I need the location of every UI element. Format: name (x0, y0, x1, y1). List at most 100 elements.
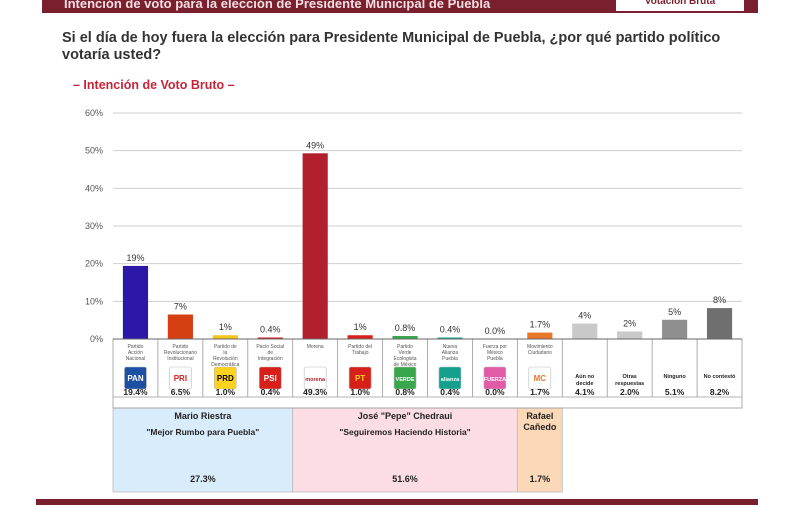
bar-label: 49% (306, 140, 324, 150)
coalition-candidate: Cañedo (523, 422, 557, 432)
category-label: Revolución (213, 356, 238, 362)
category-label: Revolucionario (164, 350, 197, 356)
bar (617, 331, 643, 339)
category-label: Trabajo (352, 350, 369, 356)
party-logo-icon (169, 366, 192, 390)
party-logo-icon (258, 366, 282, 390)
survey-question: Si el día de hoy fuera la elección para … (62, 30, 721, 63)
category-label: México (487, 350, 503, 356)
coalition-candidate: Mario Riestra (174, 411, 232, 421)
table-value: 1.0% (216, 387, 236, 397)
bar-label: 1% (354, 322, 367, 332)
category-label: decide (576, 381, 593, 387)
bar-label: 7% (174, 302, 187, 312)
party-logo-icon (348, 366, 372, 390)
chart-subtitle: – Intención de Voto Bruto – (73, 78, 235, 92)
bar (392, 335, 418, 339)
y-tick-label: 20% (85, 259, 103, 269)
table-value: 0.8% (395, 387, 415, 397)
category-label: Verde (398, 350, 411, 356)
bar-label: 1% (219, 322, 232, 332)
y-tick-label: 60% (85, 108, 103, 118)
category-label: Integración (258, 356, 283, 362)
bar (122, 265, 149, 339)
party-logo-text: alianza (441, 377, 460, 383)
bar (257, 337, 283, 339)
bar (212, 335, 238, 339)
bar (662, 319, 688, 339)
category-label: respuestas (615, 381, 644, 387)
party-logo-icon (393, 366, 417, 390)
coalition-total: 51.6% (392, 474, 418, 484)
bar-label: 0.8% (395, 323, 416, 333)
bar-label: 0.4% (440, 324, 461, 334)
bar-label: 5% (668, 307, 681, 317)
bar (706, 308, 733, 339)
table-value: 2.0% (620, 387, 640, 397)
category-label: Partido (172, 344, 188, 350)
header-title: Intención de voto para la elección de Pr… (64, 0, 491, 11)
category-label: Fuerza por (483, 344, 508, 350)
bar-label: 4% (578, 311, 591, 321)
bar (167, 314, 193, 339)
coalition-slogan: "Seguiremos Haciendo Historia" (339, 427, 470, 437)
category-label: Partido de (214, 344, 237, 350)
table-value: 19.4% (123, 387, 148, 397)
table-value: 0.4% (440, 387, 460, 397)
category-label: Pacto Social (256, 344, 284, 350)
bar-label: 1.7% (530, 320, 551, 330)
category-label: Alianza (442, 350, 459, 356)
party-logo-icon (528, 366, 552, 390)
coalition-total: 1.7% (530, 474, 551, 484)
party-logo-icon (214, 366, 237, 390)
bar-label: 19% (126, 253, 144, 263)
bar-label: 8% (713, 295, 726, 305)
header-badge: Votación Bruta (616, 0, 744, 11)
category-label: de México (394, 362, 417, 368)
table-value: 0.0% (485, 387, 505, 397)
coalition-candidate: José "Pepe" Chedraui (358, 411, 453, 421)
category-label: Morena (307, 344, 324, 350)
coalition-candidate: Rafael (526, 411, 553, 421)
bar-label: 0.0% (485, 326, 506, 336)
coalition-box (516, 407, 563, 493)
party-logo-text: PT (355, 374, 365, 383)
bar (302, 153, 328, 339)
table-value: 0.4% (261, 387, 281, 397)
category-label: Nueva (443, 344, 458, 350)
y-tick-label: 0% (90, 334, 103, 344)
category-label: No contestó (704, 374, 736, 380)
coalition-total: 27.3% (190, 474, 216, 484)
party-logo-text: MC (534, 374, 547, 383)
category-label: Partido (128, 344, 144, 350)
category-label: Movimiento (527, 344, 553, 350)
category-label: Partido (397, 344, 413, 350)
bar (347, 335, 373, 339)
y-tick-label: 10% (85, 296, 103, 306)
category-label: Nacional (126, 356, 145, 362)
table-value: 4.1% (575, 387, 595, 397)
category-label: Aún no (575, 374, 595, 380)
y-tick-label: 50% (85, 146, 103, 156)
category-label: Acción (128, 350, 143, 356)
category-label: Otras (622, 374, 636, 380)
category-label: de (267, 350, 273, 356)
party-logo-text: PAN (127, 374, 144, 383)
bar-label: 0.4% (260, 324, 281, 334)
header-bar: Intención de voto para la elección de Pr… (42, 0, 758, 13)
category-label: Puebla (442, 356, 458, 362)
table-value: 49.3% (303, 387, 328, 397)
table-value: 1.7% (530, 387, 550, 397)
table-value: 8.2% (710, 387, 730, 397)
coalition-slogan: "Mejor Rumbo para Puebla" (146, 427, 259, 437)
category-label: Democrática (211, 362, 239, 368)
bar (437, 337, 463, 339)
category-label: Institucional (167, 356, 193, 362)
y-tick-label: 40% (85, 183, 103, 193)
bar (527, 332, 553, 339)
party-logo-text: PRD (217, 374, 234, 383)
party-logo-text: FUERZA (484, 377, 506, 383)
table-value: 1.0% (350, 387, 370, 397)
party-logo-text: VERDE (396, 377, 415, 383)
